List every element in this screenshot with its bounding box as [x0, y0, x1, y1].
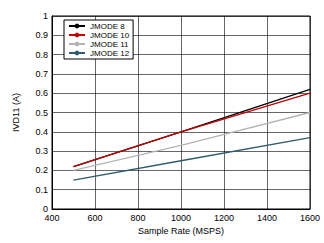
svg-text:JMODE 11: JMODE 11: [90, 40, 129, 49]
svg-text:0.7: 0.7: [35, 69, 48, 79]
svg-text:1: 1: [43, 11, 48, 21]
svg-text:0.4: 0.4: [35, 127, 48, 137]
svg-text:0: 0: [43, 204, 48, 214]
svg-text:JMODE 12: JMODE 12: [90, 49, 130, 58]
svg-text:800: 800: [130, 213, 145, 223]
svg-text:JMODE 8: JMODE 8: [90, 22, 125, 31]
svg-text:0.6: 0.6: [35, 88, 48, 98]
svg-text:Sample Rate (MSPS): Sample Rate (MSPS): [138, 226, 224, 236]
svg-text:1600: 1600: [300, 213, 320, 223]
svg-text:0.8: 0.8: [35, 50, 48, 60]
svg-text:0.5: 0.5: [35, 108, 48, 118]
svg-text:600: 600: [87, 213, 102, 223]
svg-text:JMODE 10: JMODE 10: [90, 31, 130, 40]
svg-text:1000: 1000: [171, 213, 191, 223]
svg-text:0.9: 0.9: [35, 30, 48, 40]
svg-text:0.1: 0.1: [35, 185, 48, 195]
svg-text:0.2: 0.2: [35, 165, 48, 175]
svg-text:0.3: 0.3: [35, 146, 48, 156]
svg-text:IVD11 (A): IVD11 (A): [11, 93, 21, 132]
svg-text:400: 400: [44, 213, 59, 223]
svg-text:1400: 1400: [257, 213, 277, 223]
svg-text:1200: 1200: [214, 213, 234, 223]
